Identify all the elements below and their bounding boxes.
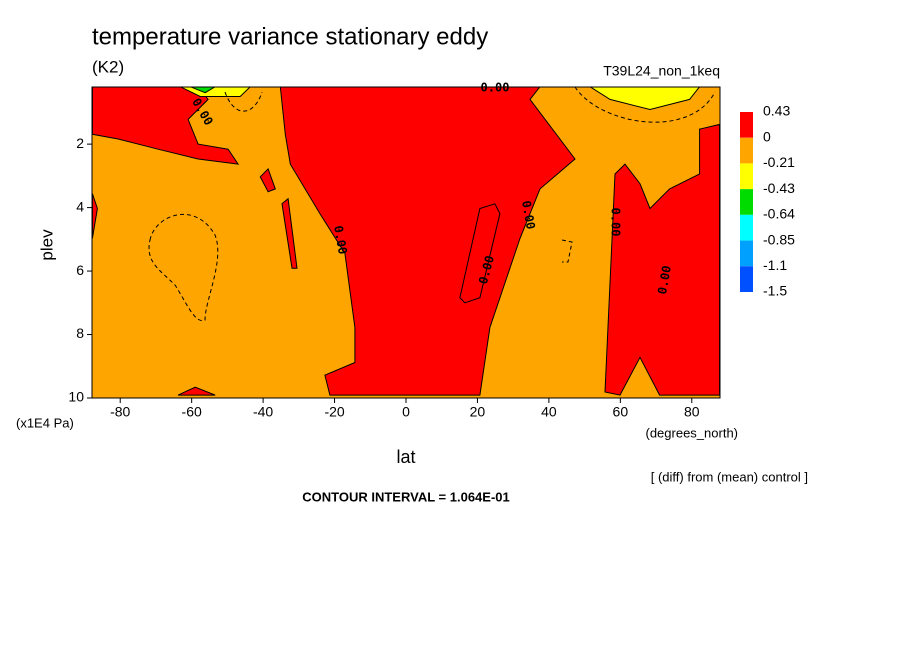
negative-contour <box>574 87 716 123</box>
contour-fill <box>92 87 720 398</box>
chart-title: temperature variance stationary eddy <box>92 23 488 50</box>
y-tick-label: 10 <box>68 389 84 405</box>
negative-contour <box>224 91 263 112</box>
x-tick-label: 20 <box>470 404 486 420</box>
colorbar-swatch <box>740 240 753 267</box>
x-axis-units: (degrees_north) <box>646 425 739 440</box>
colorbar: 0.43 0 -0.21 -0.43 -0.64 -0.85 -1.1 -1.5 <box>740 103 795 299</box>
colorbar-label: -1.1 <box>763 257 787 273</box>
contour-label: 0.00 <box>655 264 674 295</box>
x-tick-label: 40 <box>541 404 557 420</box>
x-tick-label: -40 <box>253 404 273 420</box>
colorbar-label: -1.5 <box>763 283 787 299</box>
contour-interval: CONTOUR INTERVAL = 1.064E-01 <box>302 489 509 504</box>
x-axis-label: lat <box>396 447 415 467</box>
x-tick-label: 80 <box>684 404 700 420</box>
negative-contour <box>148 214 219 322</box>
x-tick-label: 0 <box>402 404 410 420</box>
colorbar-label: -0.85 <box>763 231 795 247</box>
colorbar-swatch <box>740 112 753 138</box>
chart-subtitle: (K2) <box>92 57 124 76</box>
colorbar-label: -0.43 <box>763 180 795 196</box>
y-axis-units: (x1E4 Pa) <box>16 415 74 430</box>
contour-label: 0.00 <box>519 199 538 230</box>
contour-region <box>190 87 216 94</box>
x-tick-label: -60 <box>182 404 202 420</box>
y-tick-label: 4 <box>76 198 84 214</box>
dashed-contours <box>148 87 716 322</box>
y-tick-label: 6 <box>76 262 84 278</box>
colorbar-swatch <box>740 214 753 241</box>
contour-region <box>604 123 720 396</box>
contour-label: 0.00 <box>609 208 623 237</box>
x-tick-label: 60 <box>613 404 629 420</box>
contour-label: 0.00 <box>331 224 350 255</box>
colorbar-label: -0.21 <box>763 154 795 170</box>
colorbar-swatch <box>740 266 753 292</box>
colorbar-label: 0.43 <box>763 103 790 119</box>
contour-region <box>92 87 240 165</box>
contour-region <box>281 197 298 269</box>
contour-region <box>589 87 701 111</box>
colorbar-swatch <box>740 189 753 215</box>
contour-region <box>459 203 501 304</box>
contour-region <box>259 167 276 193</box>
y-axis-label: plev <box>37 229 56 261</box>
colorbar-swatch <box>740 137 753 164</box>
contour-region <box>279 87 576 396</box>
colorbar-swatch <box>740 163 753 190</box>
y-tick-label: 8 <box>76 325 84 341</box>
x-tick-label: -80 <box>110 404 130 420</box>
note: [ (diff) from (mean) control ] <box>651 469 808 484</box>
contour-label: 0.00 <box>481 81 510 95</box>
axes: -80 -60 -40 -20 0 20 40 60 80 2 4 6 8 10 <box>68 135 699 420</box>
colorbar-label: -0.64 <box>763 206 795 222</box>
contour-region <box>177 386 216 396</box>
colorbar-label: 0 <box>763 128 771 144</box>
y-tick-label: 2 <box>76 135 84 151</box>
run-label: T39L24_non_1keq <box>603 63 720 79</box>
x-tick-label: -20 <box>324 404 344 420</box>
